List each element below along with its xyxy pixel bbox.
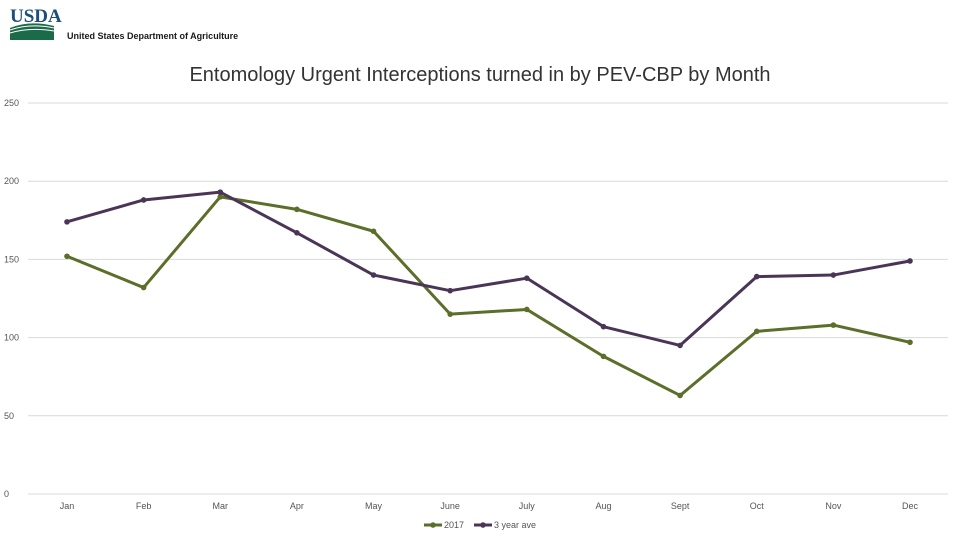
- data-point: [447, 311, 453, 317]
- y-axis-tick-labels: 250 200 150 100 50 0: [4, 98, 19, 499]
- series-line-0: [66, 195, 911, 397]
- data-point: [524, 306, 530, 313]
- data-point: [294, 230, 300, 236]
- data-point: [600, 323, 607, 330]
- legend-swatch-marker: [480, 522, 486, 528]
- x-tick-label: July: [519, 501, 536, 511]
- x-tick-label: Dec: [902, 501, 919, 511]
- x-tick-label: Feb: [136, 501, 152, 511]
- x-tick-label: Nov: [825, 501, 842, 511]
- data-point: [217, 189, 224, 195]
- y-tick-label: 150: [4, 254, 19, 264]
- data-point: [217, 194, 224, 200]
- data-point: [830, 272, 837, 278]
- data-point: [907, 258, 913, 264]
- data-point: [370, 272, 377, 278]
- usda-logo-mark: USDA: [9, 6, 62, 40]
- legend-label: 2017: [444, 520, 464, 530]
- x-tick-label: Jan: [60, 501, 75, 511]
- department-name: United States Department of Agriculture: [67, 31, 239, 41]
- data-point: [64, 219, 70, 225]
- x-tick-label: June: [440, 501, 460, 511]
- y-tick-label: 100: [4, 333, 19, 343]
- x-tick-label: Oct: [750, 501, 765, 511]
- data-point: [294, 206, 300, 213]
- data-point: [600, 353, 607, 360]
- series-line-1: [66, 190, 911, 347]
- x-axis-tick-labels: Jan Feb Mar Apr May June July Aug Sept Oct Nov Dec: [60, 501, 919, 511]
- x-tick-label: May: [365, 501, 383, 511]
- x-tick-label: Aug: [595, 501, 611, 511]
- x-tick-label: Sept: [671, 501, 690, 511]
- data-point: [524, 275, 530, 281]
- data-point: [677, 392, 683, 399]
- data-point: [907, 339, 913, 346]
- data-point: [753, 273, 760, 280]
- usda-logo: USDA: [8, 4, 238, 44]
- chart-title: Entomology Urgent Interceptions turned i…: [189, 64, 771, 86]
- data-point: [753, 328, 760, 335]
- usda-logo-letters: USDA: [10, 6, 62, 27]
- data-point: [370, 228, 377, 235]
- data-point: [447, 287, 453, 294]
- data-point: [140, 284, 147, 291]
- y-tick-label: 250: [4, 98, 19, 108]
- grid-layer: [28, 102, 948, 495]
- x-tick-label: Mar: [213, 501, 229, 511]
- legend-swatch-marker: [430, 522, 436, 528]
- data-point: [64, 253, 70, 260]
- legend: 2017 3 year ave: [424, 520, 536, 530]
- legend-label: 3 year ave: [494, 520, 536, 530]
- y-tick-label: 200: [4, 176, 19, 186]
- data-point: [677, 342, 683, 349]
- data-point: [830, 322, 837, 328]
- data-point: [140, 197, 147, 203]
- y-tick-label: 50: [4, 411, 14, 421]
- x-tick-label: Apr: [290, 501, 304, 511]
- y-tick-label: 0: [4, 489, 9, 499]
- series-layer: [64, 189, 913, 399]
